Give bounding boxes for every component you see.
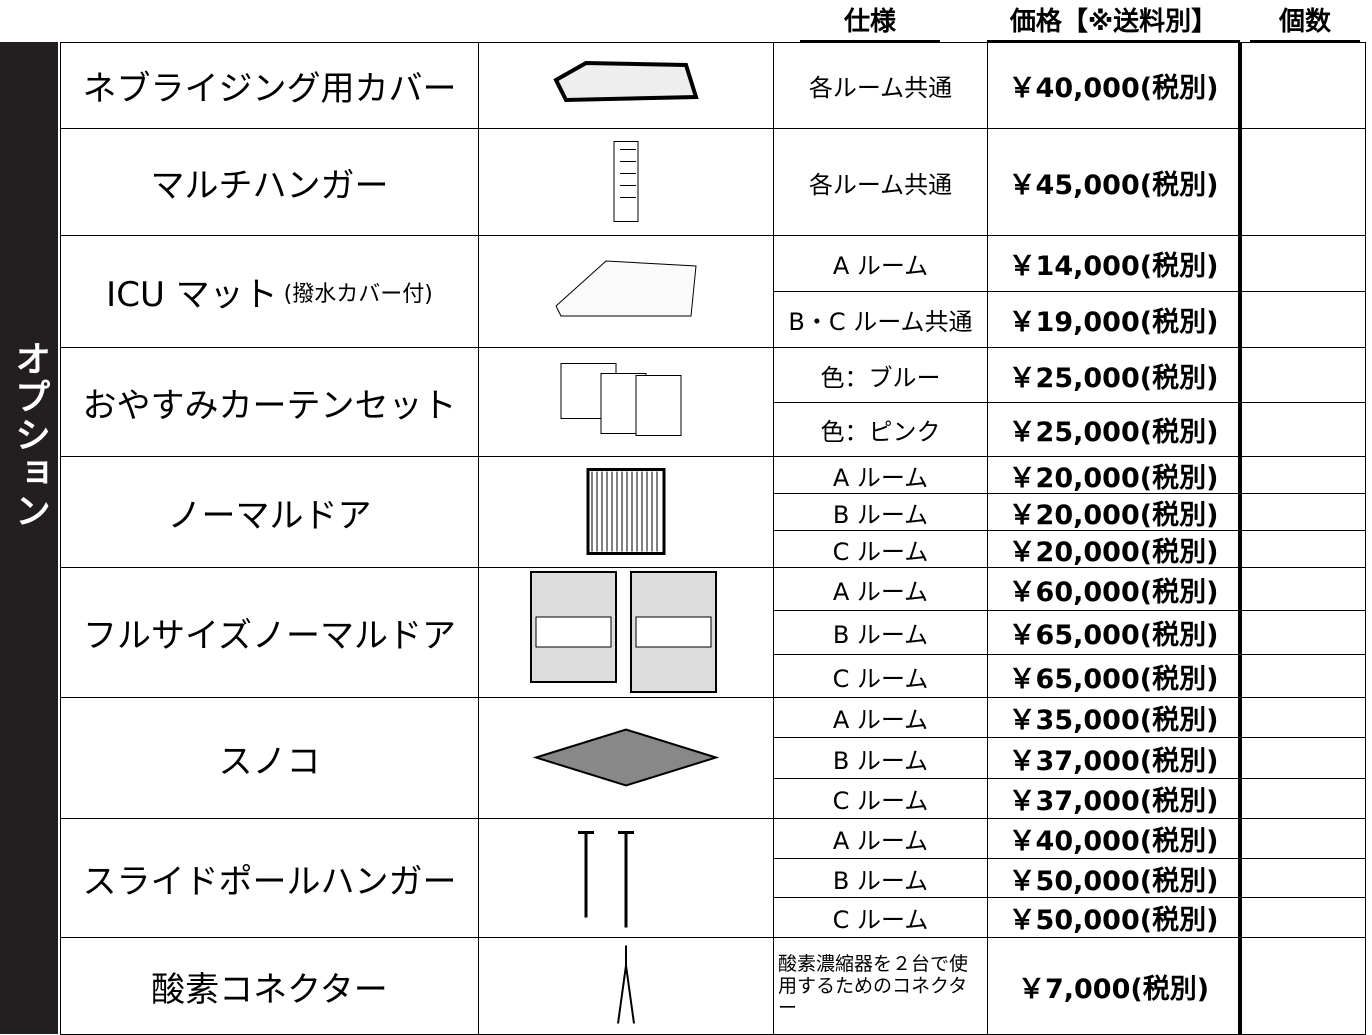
header-price: 価格【※送料別】 bbox=[987, 4, 1240, 42]
quantity-cell bbox=[1240, 402, 1366, 457]
spec: 各ルーム共通 bbox=[773, 42, 988, 129]
product-name-text: ノーマルドア bbox=[167, 495, 372, 536]
product-name-text: 酸素コネクター bbox=[151, 969, 388, 1010]
product-name-text: マルチハンガー bbox=[150, 165, 389, 206]
price: ￥40,000(税別) bbox=[987, 42, 1240, 129]
price: ￥50,000(税別) bbox=[987, 897, 1240, 938]
quantity-cell bbox=[1240, 697, 1366, 738]
header-spec: 仕様 bbox=[800, 4, 940, 42]
spec: C ルーム bbox=[773, 897, 988, 938]
spec: A ルーム bbox=[773, 818, 988, 859]
quantity-cell bbox=[1240, 530, 1366, 568]
price: ￥37,000(税別) bbox=[987, 737, 1240, 779]
quantity-cell bbox=[1240, 818, 1366, 859]
quantity-cell bbox=[1240, 654, 1366, 698]
spec: C ルーム bbox=[773, 654, 988, 698]
spec: A ルーム bbox=[773, 697, 988, 738]
price: ￥65,000(税別) bbox=[987, 610, 1240, 655]
quantity-cell bbox=[1240, 610, 1366, 655]
quantity-cell bbox=[1240, 937, 1366, 1035]
spec: 色：ブルー bbox=[773, 347, 988, 403]
quantity-cell bbox=[1240, 456, 1366, 494]
product-name-text: フルサイズノーマルドア bbox=[83, 616, 456, 656]
spec: B ルーム bbox=[773, 737, 988, 779]
product-image bbox=[532, 728, 720, 787]
product-image bbox=[530, 571, 717, 693]
product-image bbox=[560, 363, 682, 436]
price: ￥60,000(税別) bbox=[987, 567, 1240, 611]
product-name: スライドポールハンガー bbox=[60, 818, 479, 938]
product-name-text: ネブライジング用カバー bbox=[82, 69, 457, 109]
price: ￥20,000(税別) bbox=[987, 530, 1240, 568]
quantity-cell bbox=[1240, 737, 1366, 779]
price: ￥14,000(税別) bbox=[987, 235, 1240, 292]
price: ￥20,000(税別) bbox=[987, 456, 1240, 494]
price: ￥20,000(税別) bbox=[987, 493, 1240, 531]
spec: B・C ルーム共通 bbox=[773, 291, 988, 348]
quantity-cell bbox=[1240, 347, 1366, 403]
quantity-cell bbox=[1240, 493, 1366, 531]
spec: B ルーム bbox=[773, 610, 988, 655]
quantity-cell bbox=[1240, 291, 1366, 348]
price: ￥35,000(税別) bbox=[987, 697, 1240, 738]
product-image bbox=[578, 831, 634, 928]
product-name: フルサイズノーマルドア bbox=[60, 567, 479, 698]
price: ￥37,000(税別) bbox=[987, 778, 1240, 819]
spec: A ルーム bbox=[773, 235, 988, 292]
quantity-cell bbox=[1240, 897, 1366, 938]
price: ￥65,000(税別) bbox=[987, 654, 1240, 698]
spec: C ルーム bbox=[773, 778, 988, 819]
price: ￥19,000(税別) bbox=[987, 291, 1240, 348]
product-name: おやすみカーテンセット bbox=[60, 347, 479, 457]
product-image bbox=[553, 60, 699, 103]
quantity-cell bbox=[1240, 235, 1366, 292]
price: ￥7,000(税別) bbox=[987, 937, 1240, 1035]
spec: A ルーム bbox=[773, 567, 988, 611]
price: ￥40,000(税別) bbox=[987, 818, 1240, 859]
header-quantity: 個数 bbox=[1250, 4, 1360, 42]
product-image bbox=[586, 468, 666, 555]
quantity-cell bbox=[1240, 858, 1366, 898]
product-name: スノコ bbox=[60, 697, 479, 819]
product-name: 酸素コネクター bbox=[60, 937, 479, 1035]
quantity-cell bbox=[1240, 778, 1366, 819]
spec: A ルーム bbox=[773, 456, 988, 494]
spec: 各ルーム共通 bbox=[773, 128, 988, 236]
quantity-cell bbox=[1240, 128, 1366, 236]
product-image bbox=[617, 945, 635, 1024]
spec: 色：ピンク bbox=[773, 402, 988, 457]
spec: 酸素濃縮器を２台で使用するためのコネクター bbox=[773, 937, 988, 1035]
product-name: ネブライジング用カバー bbox=[60, 42, 479, 129]
divider bbox=[1238, 42, 1242, 1034]
spec: C ルーム bbox=[773, 530, 988, 568]
product-name-text: ICU マット bbox=[106, 275, 278, 315]
quantity-cell bbox=[1240, 567, 1366, 611]
side-bar bbox=[0, 42, 58, 1034]
spec: B ルーム bbox=[773, 858, 988, 898]
product-name: マルチハンガー bbox=[60, 128, 479, 236]
price: ￥45,000(税別) bbox=[987, 128, 1240, 236]
product-name: ノーマルドア bbox=[60, 456, 479, 568]
side-label: オプション bbox=[9, 340, 50, 530]
product-name: ICU マット (撥水カバー付) bbox=[60, 235, 479, 348]
product-name-text: スノコ bbox=[218, 741, 321, 782]
price: ￥50,000(税別) bbox=[987, 858, 1240, 898]
spec: B ルーム bbox=[773, 493, 988, 531]
quantity-cell bbox=[1240, 42, 1366, 129]
product-image bbox=[555, 260, 697, 317]
price: ￥25,000(税別) bbox=[987, 347, 1240, 403]
product-name-text: おやすみカーテンセット bbox=[82, 385, 457, 426]
product-image bbox=[613, 141, 639, 222]
product-note: (撥水カバー付) bbox=[283, 281, 433, 307]
price: ￥25,000(税別) bbox=[987, 402, 1240, 457]
product-name-text: スライドポールハンガー bbox=[82, 861, 457, 902]
